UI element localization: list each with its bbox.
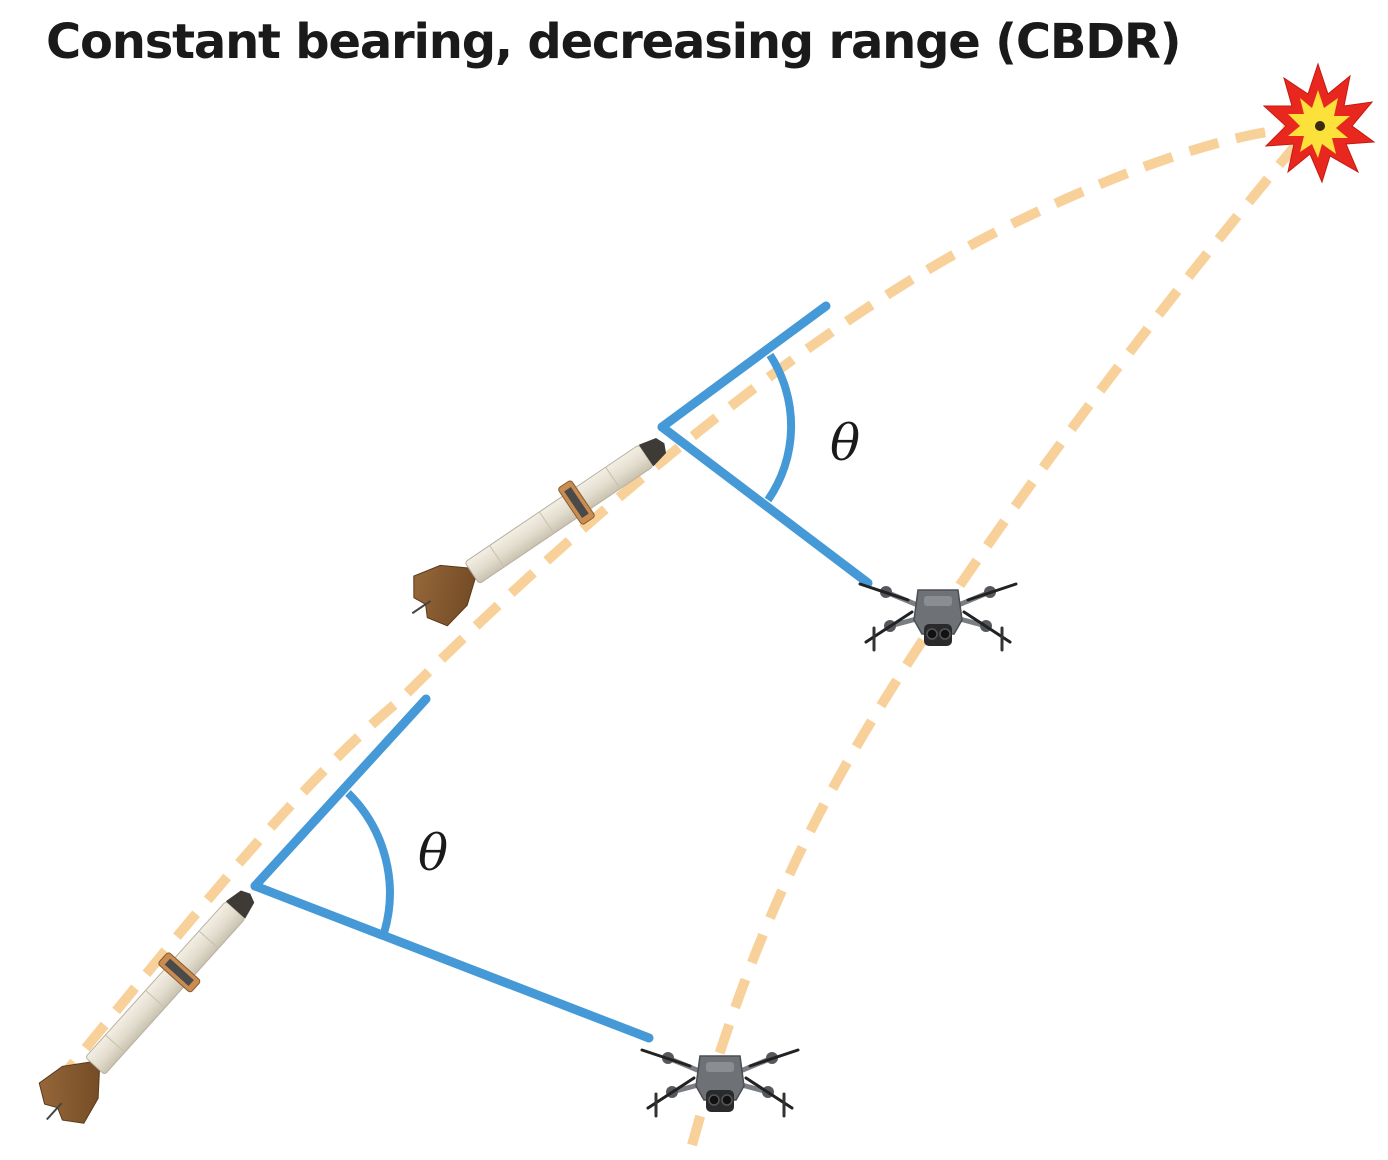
lower-angle-arc bbox=[345, 790, 394, 935]
upper-angle-arc bbox=[764, 352, 796, 503]
explosion-icon bbox=[1262, 62, 1376, 184]
drone-icon bbox=[642, 1050, 798, 1116]
lower-heading-line bbox=[250, 694, 431, 891]
missile-icon bbox=[23, 872, 274, 1141]
lower-bearing-angle bbox=[250, 694, 654, 1043]
upper-line-of-sight bbox=[657, 422, 873, 588]
diagram-title: Constant bearing, decreasing range (CBDR… bbox=[46, 14, 1182, 70]
upper-heading-line bbox=[657, 301, 831, 432]
upper-angle-label: θ bbox=[830, 414, 860, 472]
missile-path bbox=[51, 123, 1306, 1089]
lower-line-of-sight bbox=[250, 881, 654, 1043]
lower-angle-label: θ bbox=[418, 824, 448, 882]
missile-icon bbox=[394, 417, 683, 640]
drone-path bbox=[687, 136, 1304, 1147]
upper-bearing-angle bbox=[657, 301, 873, 588]
drone-icon bbox=[860, 584, 1016, 650]
